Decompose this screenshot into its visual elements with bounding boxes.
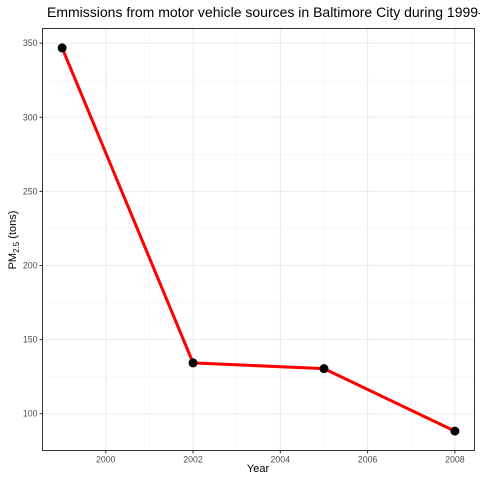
series-line — [60, 47, 456, 433]
y-axis-title-base: PM — [7, 253, 19, 270]
x-tick-label: 2000 — [96, 455, 116, 465]
y-axis-title: PM2.5 (tons) — [7, 211, 21, 270]
grid — [42, 28, 475, 451]
y-tick-label: 250 — [23, 186, 38, 196]
x-tick-label: 2002 — [183, 455, 203, 465]
chart-title: Emmissions from motor vehicle sources in… — [47, 4, 480, 20]
x-tick-label: 2006 — [358, 455, 378, 465]
series-group — [57, 43, 460, 436]
panel-border — [42, 28, 475, 451]
data-point — [188, 358, 198, 368]
x-tick-label: 2004 — [271, 455, 291, 465]
y-axis-title-suffix: (tons) — [7, 211, 19, 242]
y-tick-label: 100 — [23, 409, 38, 419]
data-point — [319, 364, 329, 374]
x-axis-title: Year — [247, 463, 270, 475]
y-tick-label: 200 — [23, 261, 38, 271]
y-tick-label: 150 — [23, 335, 38, 345]
y-axis-title-subscript: 2.5 — [12, 241, 21, 253]
x-tick-label: 2008 — [445, 455, 465, 465]
y-tick-label: 350 — [23, 38, 38, 48]
data-point — [57, 43, 67, 53]
data-point — [450, 426, 460, 436]
y-axis: 100 150 200 250 300 350 — [23, 38, 43, 419]
y-tick-label: 300 — [23, 112, 38, 122]
x-axis: 2000 2002 2004 2006 2008 — [96, 450, 465, 465]
